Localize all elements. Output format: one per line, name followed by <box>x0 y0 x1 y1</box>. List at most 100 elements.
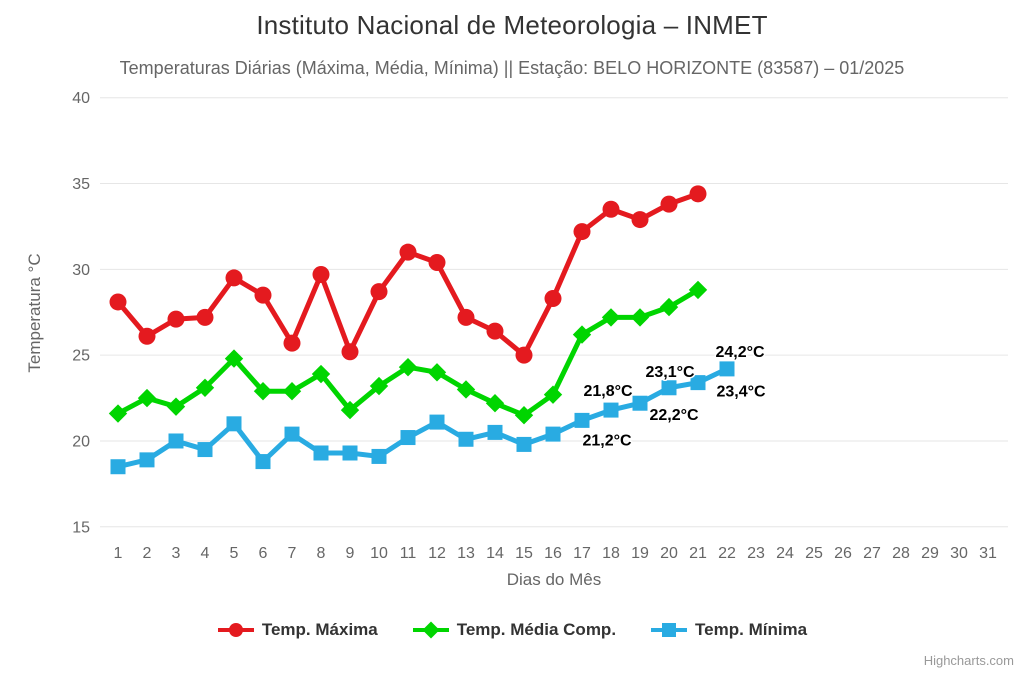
data-point-diamond[interactable] <box>166 397 186 416</box>
data-point-square[interactable] <box>603 402 619 418</box>
data-point-circle[interactable] <box>486 322 504 340</box>
data-point-square[interactable] <box>545 426 561 442</box>
data-point-square[interactable] <box>487 424 503 440</box>
data-point-square[interactable] <box>168 433 184 449</box>
data-point-square[interactable] <box>661 380 677 396</box>
data-point-circle[interactable] <box>689 185 707 203</box>
legend: Temp. Máxima Temp. Média Comp. Temp. Mín… <box>0 620 1024 640</box>
y-axis-tick-label: 40 <box>72 90 90 107</box>
data-point-circle[interactable] <box>138 327 156 345</box>
x-axis-tick-label: 29 <box>921 545 939 562</box>
data-point-circle[interactable] <box>109 293 127 311</box>
data-point-diamond[interactable] <box>340 400 360 420</box>
x-axis-tick-label: 1 <box>114 545 123 562</box>
data-point-square[interactable] <box>516 436 532 452</box>
data-point-square[interactable] <box>110 459 126 475</box>
data-point-square[interactable] <box>139 452 155 468</box>
x-axis-tick-label: 18 <box>602 545 620 562</box>
legend-item-temp-maxima[interactable]: Temp. Máxima <box>217 620 378 640</box>
data-point-circle[interactable] <box>428 253 446 271</box>
data-point-diamond[interactable] <box>572 325 592 344</box>
data-label: 23,4°C <box>716 384 766 401</box>
legend-label: Temp. Mínima <box>695 620 808 639</box>
data-point-square[interactable] <box>197 442 213 458</box>
data-point-square[interactable] <box>255 454 271 470</box>
data-point-circle[interactable] <box>225 269 243 287</box>
data-point-circle[interactable] <box>399 243 417 261</box>
data-point-diamond[interactable] <box>137 388 157 408</box>
data-point-square[interactable] <box>226 416 242 432</box>
data-point-square[interactable] <box>458 431 474 447</box>
data-point-diamond[interactable] <box>253 382 273 401</box>
data-point-circle[interactable] <box>602 200 620 218</box>
data-point-diamond[interactable] <box>543 385 563 404</box>
data-point-diamond[interactable] <box>601 308 621 327</box>
data-point-circle[interactable] <box>370 283 388 301</box>
y-axis-tick-label: 30 <box>72 262 90 279</box>
chart-subtitle: Temperaturas Diárias (Máxima, Média, Mín… <box>119 58 905 78</box>
data-point-diamond[interactable] <box>514 406 534 425</box>
data-point-circle[interactable] <box>254 286 272 304</box>
data-point-diamond[interactable] <box>195 378 215 397</box>
x-axis-tick-label: 17 <box>573 545 591 562</box>
data-point-circle[interactable] <box>196 308 214 326</box>
data-point-circle[interactable] <box>283 334 301 352</box>
data-label: 21,8°C <box>583 383 633 400</box>
data-point-circle[interactable] <box>660 195 678 213</box>
legend-item-temp-minima[interactable]: Temp. Mínima <box>650 620 807 640</box>
data-point-square[interactable] <box>342 445 358 461</box>
x-axis-tick-label: 20 <box>660 545 678 562</box>
series-line <box>115 191 701 358</box>
data-point-diamond[interactable] <box>311 364 331 384</box>
x-axis-tick-label: 10 <box>370 545 388 562</box>
x-axis-tick-label: 31 <box>979 545 997 562</box>
legend-item-temp-media[interactable]: Temp. Média Comp. <box>412 620 616 640</box>
legend-marker-square-icon <box>651 623 688 637</box>
highcharts-credits-link[interactable]: Highcharts.com <box>923 653 1014 668</box>
data-point-circle[interactable] <box>312 265 330 283</box>
x-axis-tick-label: 9 <box>346 545 355 562</box>
data-point-circle[interactable] <box>457 308 475 326</box>
x-axis-tick-label: 21 <box>689 545 707 562</box>
data-point-diamond[interactable] <box>369 376 389 396</box>
data-point-diamond[interactable] <box>224 349 244 368</box>
data-point-square[interactable] <box>284 426 300 442</box>
data-point-square[interactable] <box>719 361 735 377</box>
data-point-diamond[interactable] <box>659 297 679 317</box>
data-point-diamond[interactable] <box>108 404 128 423</box>
x-axis-tick-label: 25 <box>805 545 823 562</box>
legend-marker-circle-icon <box>217 623 254 637</box>
x-axis-tick-label: 19 <box>631 545 649 562</box>
x-axis-tick-label: 7 <box>288 545 297 562</box>
series-line <box>115 366 730 470</box>
data-point-diamond[interactable] <box>630 308 650 327</box>
data-point-square[interactable] <box>400 430 416 446</box>
data-point-circle[interactable] <box>515 346 533 364</box>
data-point-square[interactable] <box>371 448 387 464</box>
data-point-diamond[interactable] <box>456 380 476 399</box>
x-axis-tick-label: 13 <box>457 545 475 562</box>
data-point-diamond[interactable] <box>485 394 505 413</box>
data-point-circle[interactable] <box>341 343 359 361</box>
data-point-circle[interactable] <box>631 211 649 229</box>
data-point-diamond[interactable] <box>688 280 708 300</box>
data-point-diamond[interactable] <box>427 363 447 382</box>
data-point-circle[interactable] <box>167 310 185 328</box>
data-point-square[interactable] <box>313 445 329 461</box>
data-point-diamond[interactable] <box>282 382 302 401</box>
data-point-diamond[interactable] <box>398 357 418 377</box>
y-axis-title: Temperatura °C <box>25 253 44 373</box>
data-point-square[interactable] <box>690 375 706 391</box>
data-point-circle[interactable] <box>573 223 591 241</box>
data-label: 21,2°C <box>582 432 632 449</box>
y-axis-tick-label: 15 <box>72 519 90 536</box>
data-point-circle[interactable] <box>544 290 562 308</box>
x-axis-tick-label: 24 <box>776 545 794 562</box>
legend-label: Temp. Média Comp. <box>456 620 617 639</box>
x-axis-tick-label: 16 <box>544 545 562 562</box>
data-point-square[interactable] <box>632 395 648 411</box>
data-point-square[interactable] <box>574 412 590 428</box>
x-axis-tick-label: 22 <box>718 545 736 562</box>
data-point-square[interactable] <box>429 414 445 430</box>
